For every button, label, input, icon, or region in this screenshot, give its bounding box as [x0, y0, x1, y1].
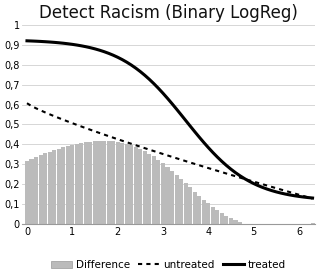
Bar: [220, 213, 224, 224]
Bar: [125, 144, 129, 224]
Bar: [120, 143, 124, 224]
Bar: [166, 167, 169, 224]
Bar: [138, 149, 142, 224]
Bar: [202, 200, 206, 224]
Bar: [34, 157, 38, 224]
Bar: [206, 203, 210, 224]
Bar: [39, 155, 43, 224]
Title: Detect Racism (Binary LogReg): Detect Racism (Binary LogReg): [39, 4, 298, 22]
Bar: [43, 153, 47, 224]
Bar: [234, 220, 238, 224]
Legend: Difference, untreated, treated: Difference, untreated, treated: [47, 256, 291, 273]
Bar: [170, 171, 174, 224]
Bar: [75, 144, 79, 224]
Bar: [115, 142, 120, 224]
Bar: [66, 146, 70, 224]
Bar: [48, 152, 52, 224]
Bar: [61, 147, 65, 224]
Bar: [52, 150, 56, 224]
Bar: [93, 141, 97, 224]
Bar: [193, 192, 197, 224]
Bar: [57, 149, 61, 224]
Bar: [179, 179, 183, 224]
Bar: [238, 222, 242, 224]
Bar: [102, 141, 106, 224]
Bar: [25, 161, 29, 224]
Bar: [215, 210, 219, 224]
Bar: [111, 141, 115, 224]
Bar: [156, 160, 160, 224]
Bar: [147, 154, 152, 224]
Bar: [174, 175, 179, 224]
Bar: [152, 156, 156, 224]
Bar: [98, 141, 101, 224]
Bar: [84, 143, 88, 224]
Bar: [161, 163, 165, 224]
Bar: [188, 187, 192, 224]
Bar: [88, 142, 93, 224]
Bar: [310, 223, 315, 224]
Bar: [70, 145, 74, 224]
Bar: [129, 145, 133, 224]
Bar: [224, 216, 228, 224]
Bar: [143, 151, 147, 224]
Bar: [229, 218, 233, 224]
Bar: [211, 207, 215, 224]
Bar: [29, 159, 33, 224]
Bar: [79, 143, 83, 224]
Bar: [134, 147, 138, 224]
Bar: [197, 196, 201, 224]
Bar: [184, 183, 188, 224]
Bar: [107, 141, 111, 224]
